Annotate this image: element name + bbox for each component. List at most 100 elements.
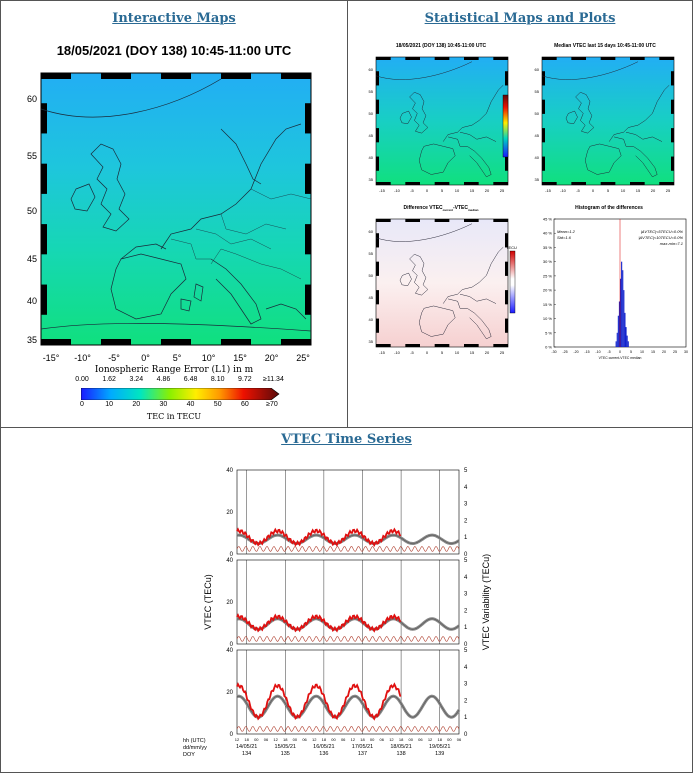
range-ticks: 0.00 1.62 3.24 4.86 6.48 8.10 9.72 ≥11.34	[75, 376, 284, 386]
y-tick: 40	[226, 558, 233, 564]
lon-label: -15°	[43, 353, 60, 363]
hour-tick: 12	[273, 737, 278, 742]
diff-unit: TECU	[506, 245, 517, 250]
diff-sub-median: median	[468, 208, 479, 212]
lon-label: 5°	[173, 353, 182, 363]
hour-tick: 18	[244, 737, 249, 742]
colorbar-tick: ≥70	[266, 401, 278, 408]
hour-tick: 12	[389, 737, 394, 742]
y-right-tick: 4	[464, 575, 468, 581]
lon-label: -15	[545, 188, 552, 193]
hour-tick: 00	[447, 737, 452, 742]
hour-tick: 12	[312, 737, 317, 742]
frame-block	[571, 182, 586, 185]
doy-label: 138	[396, 751, 405, 757]
row-label: DOY	[183, 752, 195, 758]
hist-y-tick: 30 %	[543, 259, 553, 264]
frame-block	[305, 284, 311, 315]
y-right-tick: 5	[464, 648, 468, 654]
y-right-tick: 2	[464, 698, 468, 704]
lon-label: 25°	[296, 353, 310, 363]
difference-histogram[interactable]: 45 % 40 % 35 % 30 % 25 % 20 % 15 % 10 % 5 % 0 %-3…	[532, 211, 692, 361]
statistical-link[interactable]: Statistical Maps and Plots	[424, 11, 616, 26]
hist-x-tick: -10	[595, 350, 600, 354]
hist-xlabel: VTEC current-VTEC median	[599, 356, 642, 360]
frame-block	[41, 284, 47, 315]
colorbar	[80, 387, 280, 401]
frame-block	[376, 219, 391, 222]
hist-x-tick: -25	[562, 350, 567, 354]
vtec-series-link[interactable]: VTEC Time Series	[281, 432, 412, 447]
hist-bar	[625, 327, 627, 347]
diff-colorbar	[509, 250, 516, 314]
day-label: 15/05/21	[275, 744, 296, 750]
variability-line	[236, 726, 460, 732]
median-vtec-map[interactable]: 60 55 50 45 40 35 -15 -10 -5 0 5 10 15 20 25	[530, 51, 690, 197]
colorbar-tick: 9.72	[238, 376, 252, 383]
lon-label: 20°	[265, 353, 279, 363]
y-axis-label: VTEC (TECu)	[203, 574, 213, 630]
lon-label: -10°	[74, 353, 91, 363]
lat-label: 45	[27, 254, 37, 264]
lat-label: 55	[27, 151, 37, 161]
hour-tick: 06	[418, 737, 423, 742]
hist-stat: |ΔVTEC|<10TECU=0.0%	[638, 235, 683, 240]
hour-tick: 00	[254, 737, 259, 742]
hour-tick: 18	[360, 737, 365, 742]
lon-label: -15	[379, 188, 386, 193]
hour-tick: 12	[351, 737, 356, 742]
frame-block	[505, 290, 508, 305]
lon-label: 0	[426, 350, 429, 355]
hour-tick: 00	[370, 737, 375, 742]
hour-tick: 12	[428, 737, 433, 742]
hist-x-tick: 5	[630, 350, 632, 354]
interactive-maps-link[interactable]: Interactive Maps	[112, 11, 236, 26]
doy-label: 136	[319, 751, 328, 757]
colorbar-tick: 0	[80, 401, 84, 408]
lat-label: 60	[369, 67, 374, 72]
y-right-tick: 5	[464, 558, 468, 564]
y-tick: 20	[226, 690, 233, 696]
frame-block	[376, 57, 391, 60]
current-vtec-map[interactable]: 60 55 50 45 40 35 -15 -10 -5 0 5 10 15 20 25	[364, 51, 524, 197]
difference-map[interactable]: 60 55 50 45 40 35 -15 -10 -5 0 5 10 15 20 25	[364, 213, 524, 359]
lat-label: 60	[369, 229, 374, 234]
frame-block	[376, 99, 379, 114]
lat-label: 40	[27, 296, 37, 306]
hist-y-tick: 45 %	[543, 217, 553, 222]
frame-block	[630, 57, 645, 60]
lat-label: 60	[535, 67, 540, 72]
hist-x-tick: 25	[673, 350, 677, 354]
y-right-tick: 5	[464, 468, 468, 474]
colorbar-tick: 0.00	[75, 376, 89, 383]
tec-ticks: 0 10 20 30 40 50 60 ≥70	[80, 401, 278, 411]
frame-block	[671, 156, 674, 171]
frame-block	[542, 71, 545, 86]
frame-block	[41, 163, 47, 194]
frame-block	[505, 233, 508, 248]
colorbar-tick: 8.10	[210, 376, 225, 383]
colorbar-tick: 3.24	[129, 376, 144, 383]
y-right-axis-label: VTEC Variability (TECu)	[481, 554, 491, 650]
frame-block	[376, 233, 379, 248]
y-right-tick: 4	[464, 485, 468, 491]
frame-block	[376, 182, 391, 185]
lat-label: 35	[369, 177, 374, 182]
hour-tick: 18	[437, 737, 442, 742]
hour-tick: 06	[457, 737, 462, 742]
y-right-tick: 2	[464, 608, 468, 614]
frame-block	[376, 156, 379, 171]
hist-stat: max-min=7.1	[660, 241, 683, 246]
y-tick: 40	[226, 648, 233, 654]
colorbar-tick: ≥11.34	[263, 376, 284, 383]
interactive-maps-panel: Interactive Maps 18/05/2021 (DOY 138) 10…	[0, 0, 348, 428]
hist-bar	[622, 270, 624, 347]
map-field	[40, 72, 312, 346]
y-tick: 20	[226, 510, 233, 516]
borders	[170, 188, 312, 280]
lat-label: 50	[535, 111, 540, 116]
day-label: 14/05/21	[236, 744, 257, 750]
main-map[interactable]: 60 55 50 45 40 35 -15° -10° -5° 0° 5° 10° 15° 20° 25°	[21, 69, 321, 369]
lat-label: 35	[369, 339, 374, 344]
